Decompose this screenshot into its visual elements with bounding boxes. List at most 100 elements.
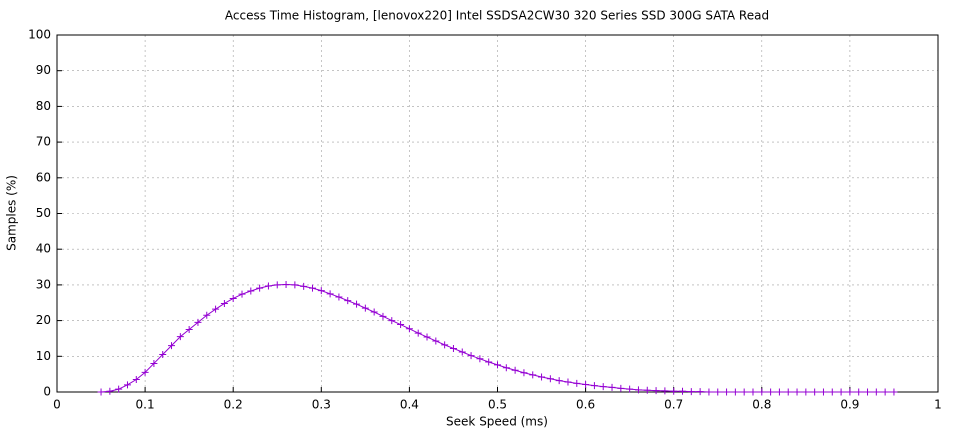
point-marker <box>555 377 563 385</box>
point-marker <box>872 388 880 396</box>
point-marker <box>679 387 687 395</box>
point-marker <box>749 388 757 396</box>
point-marker <box>705 388 713 396</box>
point-marker <box>784 388 792 396</box>
x-tick-label: 0.9 <box>840 398 859 412</box>
point-marker <box>414 329 422 337</box>
point-marker <box>106 387 114 395</box>
point-marker <box>687 388 695 396</box>
y-tick-label: 90 <box>36 63 51 77</box>
point-marker <box>529 371 537 379</box>
point-marker <box>247 287 255 295</box>
chart-title: Access Time Histogram, [lenovox220] Inte… <box>225 9 769 23</box>
y-tick-label: 80 <box>36 99 51 113</box>
x-axis-label: Seek Speed (ms) <box>446 415 548 429</box>
x-tick-label: 0.8 <box>752 398 771 412</box>
point-marker <box>449 344 457 352</box>
point-marker <box>520 369 528 377</box>
point-marker <box>793 388 801 396</box>
y-tick-label: 10 <box>36 349 51 363</box>
point-marker <box>132 376 140 384</box>
y-tick-label: 50 <box>36 206 51 220</box>
point-marker <box>837 388 845 396</box>
x-tick-label: 0.4 <box>400 398 419 412</box>
point-marker <box>273 281 281 289</box>
x-tick-label: 0.2 <box>224 398 243 412</box>
point-marker <box>326 290 334 298</box>
point-marker <box>467 352 475 360</box>
point-marker <box>159 351 167 359</box>
point-marker <box>361 304 369 312</box>
point-marker <box>626 385 634 393</box>
point-marker <box>335 293 343 301</box>
point-marker <box>300 282 308 290</box>
point-marker <box>168 342 176 350</box>
point-marker <box>176 333 184 341</box>
y-tick-label: 60 <box>36 170 51 184</box>
point-marker <box>194 318 202 326</box>
point-marker <box>476 355 484 363</box>
x-tick-label: 1 <box>934 398 942 412</box>
y-tick-label: 100 <box>28 28 51 42</box>
point-marker <box>811 388 819 396</box>
point-marker <box>634 386 642 394</box>
point-marker <box>670 387 678 395</box>
point-marker <box>203 311 211 319</box>
point-marker <box>441 341 449 349</box>
point-marker <box>388 317 396 325</box>
point-marker <box>115 385 123 393</box>
point-marker <box>220 299 228 307</box>
point-marker <box>643 386 651 394</box>
point-marker <box>291 281 299 289</box>
point-marker <box>846 388 854 396</box>
y-axis-label: Samples (%) <box>5 175 19 251</box>
point-marker <box>282 281 290 289</box>
point-marker <box>590 382 598 390</box>
x-tick-label: 0 <box>53 398 61 412</box>
point-marker <box>212 305 220 313</box>
point-marker <box>617 384 625 392</box>
point-marker <box>97 388 105 396</box>
point-marker <box>405 325 413 333</box>
point-marker <box>740 388 748 396</box>
point-marker <box>458 348 466 356</box>
point-marker <box>432 337 440 345</box>
x-tick-label: 0.7 <box>664 398 683 412</box>
point-marker <box>758 388 766 396</box>
point-marker <box>864 388 872 396</box>
point-marker <box>344 297 352 305</box>
point-marker <box>731 388 739 396</box>
point-marker <box>696 388 704 396</box>
point-marker <box>397 321 405 329</box>
point-marker <box>819 388 827 396</box>
point-marker <box>123 381 131 389</box>
point-marker <box>599 383 607 391</box>
point-marker <box>890 388 898 396</box>
point-marker <box>238 290 246 298</box>
x-tick-label: 0.1 <box>136 398 155 412</box>
y-tick-label: 30 <box>36 277 51 291</box>
point-marker <box>502 364 510 372</box>
point-marker <box>494 361 501 369</box>
point-marker <box>308 284 316 292</box>
x-tick-label: 0.6 <box>576 398 595 412</box>
point-marker <box>185 326 193 334</box>
point-marker <box>775 388 783 396</box>
x-tick-label: 0.3 <box>312 398 331 412</box>
point-marker <box>353 300 361 308</box>
point-marker <box>855 388 863 396</box>
point-marker <box>881 388 889 396</box>
point-marker <box>141 368 149 376</box>
plot-border <box>56 34 939 393</box>
point-marker <box>652 387 660 395</box>
point-marker <box>582 381 590 389</box>
y-tick-label: 0 <box>43 385 51 399</box>
point-marker <box>564 378 572 386</box>
point-marker <box>264 282 272 290</box>
point-marker <box>828 388 836 396</box>
point-marker <box>767 388 775 396</box>
point-marker <box>546 375 554 383</box>
point-marker <box>573 379 581 387</box>
